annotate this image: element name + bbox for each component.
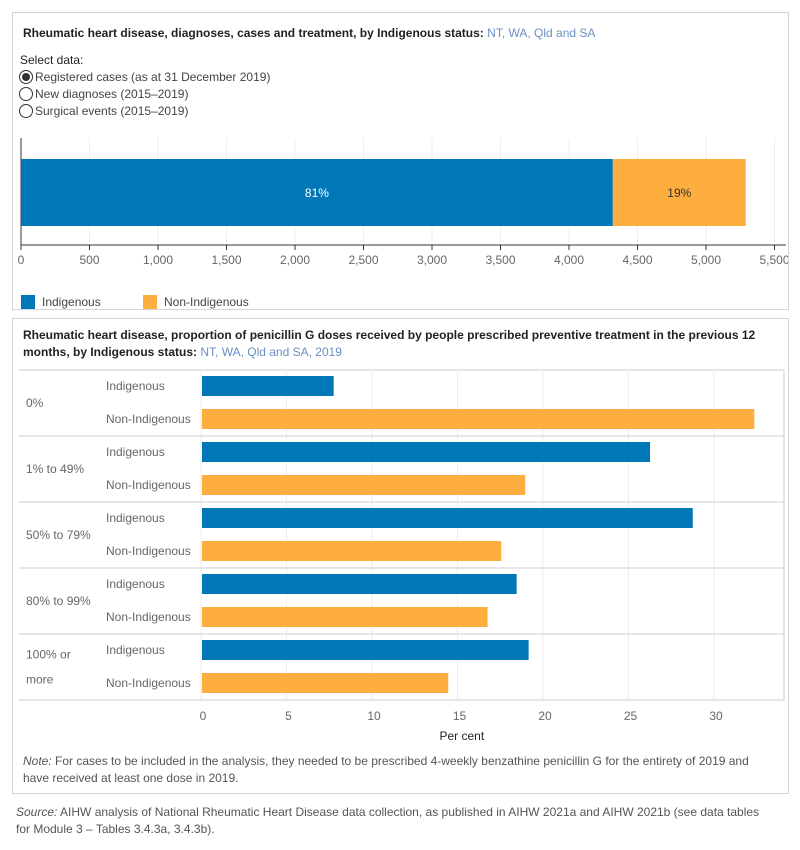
x-tick-label: 1,500	[211, 253, 241, 267]
category-label: 0%	[26, 396, 44, 410]
source-label: Source:	[16, 805, 58, 819]
cases-title: Rheumatic heart disease, diagnoses, case…	[23, 25, 595, 42]
radio-empty-icon[interactable]	[19, 87, 33, 101]
bar-non-indigenous	[202, 607, 488, 627]
x-tick-label: 5,500	[759, 253, 788, 267]
bar-indigenous	[202, 376, 334, 396]
select-data-label: Select data:	[20, 53, 84, 67]
x-tick-label: 1,000	[143, 253, 173, 267]
x-tick-label: 20	[538, 709, 552, 723]
radio-registered-cases[interactable]: Registered cases (as at 31 December 2019…	[19, 70, 270, 84]
note-text: For cases to be included in the analysis…	[23, 754, 749, 785]
bar-indigenous	[202, 508, 693, 528]
radio-selected-icon[interactable]	[19, 70, 33, 84]
bar-indigenous	[202, 574, 517, 594]
x-tick-label: 4,500	[622, 253, 652, 267]
category-label: more	[26, 673, 54, 687]
series-label: Indigenous	[106, 445, 165, 459]
radio-surgical-events[interactable]: Surgical events (2015–2019)	[19, 104, 188, 118]
bar-non-indigenous	[202, 475, 526, 495]
penicillin-panel: Rheumatic heart disease, proportion of p…	[12, 318, 789, 794]
series-label: Non-Indigenous	[106, 610, 191, 624]
series-label: Non-Indigenous	[106, 412, 191, 426]
x-tick-label: 10	[367, 709, 381, 723]
bar-non-indigenous	[202, 409, 755, 429]
x-tick-label: 5,000	[691, 253, 721, 267]
x-tick-label: 5	[285, 709, 292, 723]
legend-swatch	[143, 295, 157, 309]
x-tick-label: 0	[18, 253, 25, 267]
bar-non-indigenous	[202, 541, 502, 561]
series-label: Non-Indigenous	[106, 676, 191, 690]
bar-indigenous	[202, 442, 651, 462]
cases-title-text: Rheumatic heart disease, diagnoses, case…	[23, 26, 484, 40]
category-label: 1% to 49%	[26, 462, 84, 476]
category-label: 100% or	[26, 648, 71, 662]
cases-panel: Rheumatic heart disease, diagnoses, case…	[12, 12, 789, 310]
x-tick-label: 2,000	[280, 253, 310, 267]
x-tick-label: 4,000	[554, 253, 584, 267]
stacked-bar-chart: 0 500 1,000 1,500 2,000 2,500 3,000 3,500 4,000 4…	[18, 138, 788, 267]
series-label: Indigenous	[106, 643, 165, 657]
series-label: Indigenous	[106, 577, 165, 591]
legend-swatch	[21, 295, 35, 309]
bar-non-indigenous	[202, 673, 449, 693]
legend-label: Non-Indigenous	[164, 295, 249, 309]
series-label: Non-Indigenous	[106, 544, 191, 558]
title-sub: NT, WA, Qld and SA, 2019	[200, 345, 342, 359]
legend-indigenous: Indigenous	[21, 295, 101, 309]
category-label: 80% to 99%	[26, 594, 91, 608]
grouped-bar-chart: 0 5 10 15 20 25 30 Per cent 0% Indigenous Non-Indi…	[19, 369, 785, 743]
legend-label: Indigenous	[42, 295, 101, 309]
x-tick-label: 15	[453, 709, 467, 723]
note-label: Note:	[23, 754, 52, 768]
source-text: AIHW analysis of National Rheumatic Hear…	[16, 805, 760, 836]
series-label: Indigenous	[106, 511, 165, 525]
category-label: 50% to 79%	[26, 528, 91, 542]
x-tick-label: 30	[709, 709, 723, 723]
x-tick-label: 2,500	[348, 253, 378, 267]
x-axis-title: Per cent	[439, 729, 484, 743]
bar-non-indigenous	[612, 159, 746, 226]
radio-label: Registered cases (as at 31 December 2019…	[35, 70, 271, 84]
title-line2: months, by Indigenous status:	[23, 345, 198, 359]
title-line1: Rheumatic heart disease, proportion of p…	[23, 328, 756, 342]
x-tick-label: 25	[624, 709, 638, 723]
note: Note: For cases to be included in the an…	[23, 753, 773, 787]
cases-title-sub: NT, WA, Qld and SA	[487, 26, 596, 40]
x-tick-label: 3,500	[485, 253, 515, 267]
radio-new-diagnoses[interactable]: New diagnoses (2015–2019)	[19, 87, 188, 101]
bar-label: 81%	[305, 186, 329, 200]
x-tick-label: 500	[79, 253, 99, 267]
bar-indigenous	[21, 159, 613, 226]
x-tick-label: 0	[200, 709, 207, 723]
legend-non-indigenous: Non-Indigenous	[143, 295, 249, 309]
radio-empty-icon[interactable]	[19, 104, 33, 118]
series-label: Non-Indigenous	[106, 478, 191, 492]
series-label: Indigenous	[106, 379, 165, 393]
bar-label: 19%	[667, 186, 691, 200]
radio-label: New diagnoses (2015–2019)	[35, 87, 189, 101]
source: Source: AIHW analysis of National Rheuma…	[16, 804, 776, 838]
penicillin-title: Rheumatic heart disease, proportion of p…	[23, 327, 755, 361]
x-tick-label: 3,000	[417, 253, 447, 267]
bar-indigenous	[202, 640, 529, 660]
radio-label: Surgical events (2015–2019)	[35, 104, 189, 118]
